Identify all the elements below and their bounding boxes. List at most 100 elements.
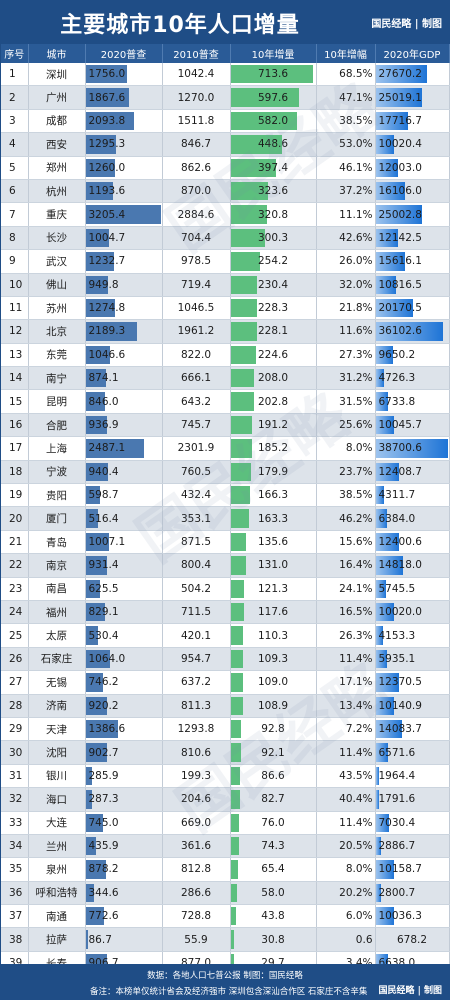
pop-2010-cell: 871.5 bbox=[162, 530, 231, 555]
pop-2020-cell: 920.2 bbox=[85, 694, 163, 718]
gdp-bar bbox=[375, 462, 399, 482]
pop-2010-cell: 810.6 bbox=[162, 740, 231, 765]
rank-cell: 38 bbox=[1, 927, 29, 952]
increase-bar bbox=[230, 205, 268, 224]
table-row: 15 昆明 846.0 643.2 202.8 31.5% 6733.8 bbox=[1, 389, 450, 414]
city-cell: 沈阳 bbox=[28, 740, 86, 765]
increase-value: 65.4 bbox=[261, 863, 285, 876]
pop-2020-cell: 874.1 bbox=[85, 366, 163, 391]
pop-2020-cell: 902.7 bbox=[85, 740, 163, 765]
table-row: 18 宁波 940.4 760.5 179.9 23.7% 12408.7 bbox=[1, 460, 450, 485]
pop-2020-cell: 1046.6 bbox=[85, 343, 163, 368]
pop-2010-cell: 2884.6 bbox=[162, 202, 231, 227]
pop-2010-cell: 1511.8 bbox=[162, 109, 231, 134]
increase-bar bbox=[230, 649, 244, 669]
increase-bar bbox=[230, 181, 268, 201]
growth-cell: 53.0% bbox=[316, 132, 376, 157]
growth-cell: 42.6% bbox=[316, 226, 376, 251]
increase-bar bbox=[230, 135, 283, 154]
gdp-bar bbox=[375, 790, 379, 809]
increase-value: 582.0 bbox=[257, 114, 289, 127]
city-cell: 石家庄 bbox=[28, 647, 86, 672]
pop-2020-cell: 2093.8 bbox=[85, 109, 163, 134]
rank-cell: 21 bbox=[1, 530, 29, 555]
rank-cell: 30 bbox=[1, 740, 29, 765]
rank-cell: 26 bbox=[1, 647, 29, 672]
growth-cell: 38.5% bbox=[316, 109, 376, 134]
pop-2010-cell: 55.9 bbox=[162, 927, 231, 952]
gdp-bar bbox=[375, 415, 395, 435]
increase-cell: 323.6 bbox=[230, 179, 317, 204]
pop-2020-value: 285.9 bbox=[88, 769, 119, 782]
increase-bar bbox=[230, 743, 242, 762]
city-cell: 长沙 bbox=[28, 226, 86, 251]
gdp-cell: 4726.3 bbox=[375, 366, 450, 391]
pop-2020-value: 1046.6 bbox=[88, 348, 126, 361]
table-row: 25 太原 530.4 420.1 110.3 26.3% 4153.3 bbox=[1, 623, 450, 648]
rank-cell: 33 bbox=[1, 811, 29, 835]
gdp-value: 36102.6 bbox=[378, 325, 422, 338]
pop-2020-value: 1007.1 bbox=[88, 536, 126, 548]
pop-2010-cell: 719.4 bbox=[162, 273, 231, 297]
pop-2020-value: 1274.8 bbox=[88, 302, 126, 315]
gdp-cell: 36102.6 bbox=[375, 319, 450, 344]
gdp-value: 4153.3 bbox=[378, 629, 416, 642]
city-cell: 南昌 bbox=[28, 577, 86, 601]
increase-value: 179.9 bbox=[257, 465, 289, 478]
city-cell: 武汉 bbox=[28, 249, 86, 274]
gdp-value: 1964.4 bbox=[378, 769, 416, 782]
increase-cell: 108.9 bbox=[230, 694, 317, 718]
increase-bar bbox=[230, 298, 257, 318]
rank-cell: 19 bbox=[1, 483, 29, 508]
gdp-value: 12370.5 bbox=[378, 676, 422, 689]
pop-2020-value: 1004.7 bbox=[88, 231, 126, 244]
city-cell: 西安 bbox=[28, 132, 86, 157]
city-cell: 佛山 bbox=[28, 273, 86, 297]
table-row: 36 呼和浩特 344.6 286.6 58.0 20.2% 2800.7 bbox=[1, 881, 450, 906]
gdp-cell: 1791.6 bbox=[375, 787, 450, 812]
pop-2010-cell: 2301.9 bbox=[162, 436, 231, 461]
gdp-value: 20170.5 bbox=[378, 302, 422, 315]
pop-2020-cell: 287.3 bbox=[85, 787, 163, 812]
pop-2010-cell: 1046.5 bbox=[162, 296, 231, 321]
pop-2020-cell: 3205.4 bbox=[85, 202, 163, 227]
increase-cell: 163.3 bbox=[230, 506, 317, 531]
pop-2020-cell: 625.5 bbox=[85, 577, 163, 601]
growth-cell: 37.2% bbox=[316, 179, 376, 204]
pop-2010-cell: 643.2 bbox=[162, 389, 231, 414]
rank-cell: 2 bbox=[1, 85, 29, 110]
rank-cell: 8 bbox=[1, 226, 29, 251]
gdp-bar bbox=[375, 111, 409, 131]
gdp-cell: 27670.2 bbox=[375, 63, 450, 87]
increase-value: 230.4 bbox=[257, 278, 289, 291]
growth-cell: 21.8% bbox=[316, 296, 376, 321]
increase-bar bbox=[230, 509, 250, 528]
city-cell: 南宁 bbox=[28, 366, 86, 391]
rank-cell: 28 bbox=[1, 694, 29, 718]
gdp-value: 12400.6 bbox=[378, 536, 422, 548]
pop-2020-cell: 344.6 bbox=[85, 881, 163, 906]
growth-cell: 20.2% bbox=[316, 881, 376, 906]
gdp-value: 678.2 bbox=[396, 933, 428, 946]
increase-bar bbox=[230, 369, 255, 388]
gdp-value: 12142.5 bbox=[378, 231, 422, 244]
increase-value: 74.3 bbox=[261, 840, 285, 853]
gdp-bar bbox=[375, 65, 427, 84]
increase-bar bbox=[230, 790, 240, 809]
header-gdp: 2020年GDP bbox=[375, 44, 450, 63]
rank-cell: 4 bbox=[1, 132, 29, 157]
table-row: 20 厦门 516.4 353.1 163.3 46.2% 6384.0 bbox=[1, 506, 450, 531]
gdp-value: 14083.7 bbox=[378, 723, 422, 736]
increase-bar bbox=[230, 88, 300, 107]
rank-cell: 12 bbox=[1, 319, 29, 344]
pop-2020-value: 829.1 bbox=[88, 606, 119, 619]
pop-2020-value: 516.4 bbox=[88, 512, 119, 525]
pop-2020-cell: 435.9 bbox=[85, 834, 163, 859]
increase-value: 110.3 bbox=[257, 629, 289, 642]
city-cell: 昆明 bbox=[28, 389, 86, 414]
growth-cell: 11.1% bbox=[316, 202, 376, 227]
gdp-bar bbox=[375, 228, 399, 248]
increase-cell: 121.3 bbox=[230, 577, 317, 601]
pop-2020-bar bbox=[85, 345, 110, 365]
rank-cell: 3 bbox=[1, 109, 29, 134]
